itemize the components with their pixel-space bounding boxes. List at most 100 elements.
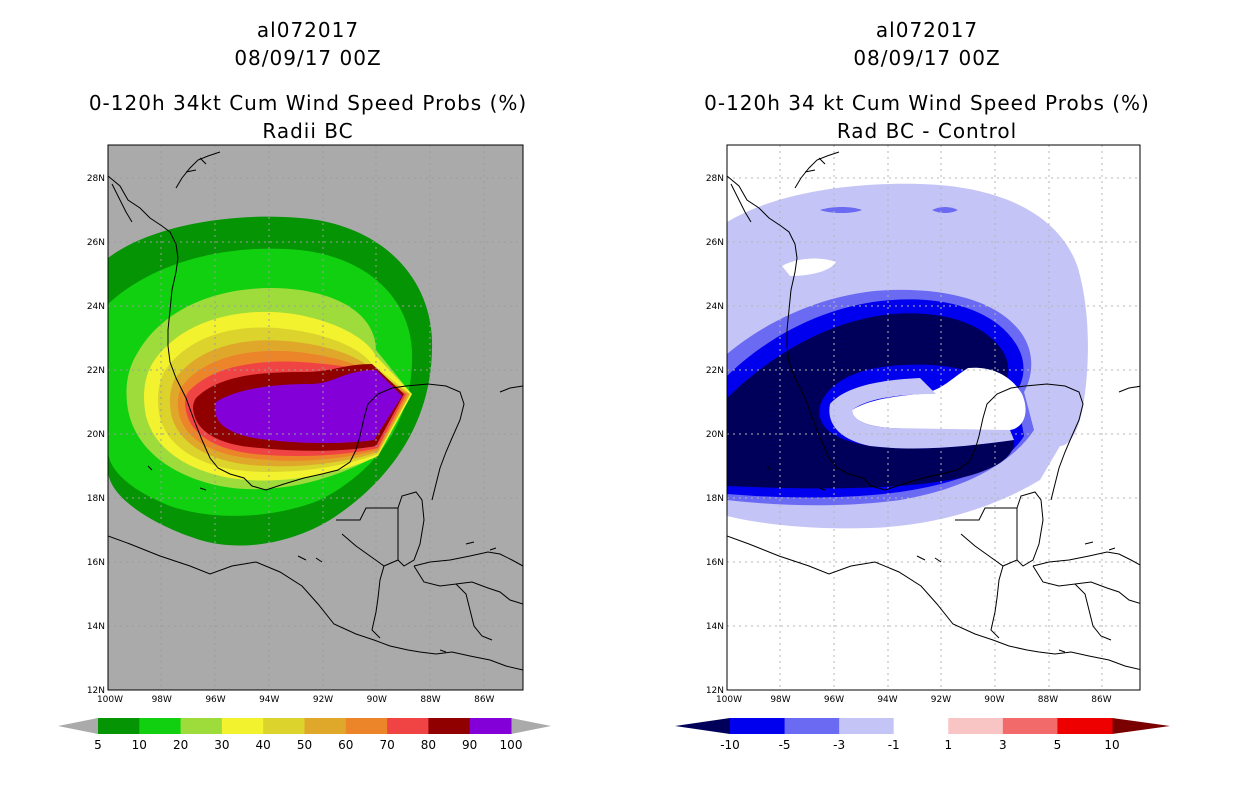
colorbar-under-arrow [58,718,98,734]
contour-90 [214,370,402,443]
left-map-frame [107,144,524,691]
colorbar-swatch [948,718,1004,734]
left-lon-label: 86W [474,695,494,705]
right-lon-label: 86W [1091,695,1111,705]
right-storm-id: al072017 [875,18,979,42]
colorbar-swatch [139,718,182,734]
colorbar-label: 1 [944,738,952,752]
left-lon-label: 100W [97,695,123,705]
right-lat-label: 28N [706,174,724,184]
left-probability-contours [108,216,433,546]
colorbar-label: 90 [462,738,477,752]
colorbar-label: 80 [421,738,436,752]
colorbar-swatch [263,718,305,734]
colorbar-swatch [730,718,786,734]
colorbar-label: 30 [214,738,229,752]
left-storm-id: al072017 [256,18,360,42]
right-map: 28N 26N 24N 22N 20N 18N 16N 14N 12N 100W 98W 96W 94… [706,144,1141,705]
colorbar-swatch [221,718,264,734]
right-lat-label: 18N [706,494,724,504]
left-lon-label: 88W [420,695,440,705]
colorbar-label: 10 [132,738,147,752]
colorbar-label: 100 [500,738,523,752]
colorbar-swatch [839,718,895,734]
left-map: 28N 26N 24N 22N 20N 18N 16N 14N 12N 100W 98W 96W 94… [87,144,524,705]
left-lat-label: 16N [87,558,105,568]
colorbar-swatch [345,718,388,734]
left-lat-label: 20N [87,430,105,440]
right-title: 0-120h 34 kt Cum Wind Speed Probs (%) [704,91,1150,115]
diff-blue-patch-north-2 [932,207,958,213]
right-lat-label: 26N [706,238,724,248]
diff-white-core [852,367,1026,431]
left-title: 0-120h 34kt Cum Wind Speed Probs (%) [88,91,528,115]
colorbar-label: 20 [173,738,188,752]
left-gridlines [108,145,523,690]
left-lat-label: 28N [87,174,105,184]
colorbar-swatch [893,718,949,734]
diff-contour-strongest [727,313,1015,489]
left-lon-labels: 100W 98W 96W 94W 92W 90W 88W 86W [97,695,495,705]
right-colorbar: -10 -5 -3 -1 1 3 5 10 [675,718,1170,752]
right-lon-label: 96W [824,695,844,705]
right-lon-label: 94W [877,695,897,705]
left-subtitle: Radii BC [262,119,354,143]
colorbar-label: -1 [888,738,900,752]
left-lon-label: 92W [313,695,333,705]
right-lon-label: 98W [770,695,790,705]
colorbar-over-arrow [1112,718,1170,734]
right-date: 08/09/17 00Z [853,46,1001,70]
colorbar-swatch [469,718,512,734]
diff-light-ring [829,378,1014,449]
colorbar-swatch [304,718,347,734]
right-subtitle: Rad BC - Control [836,119,1018,143]
colorbar-swatch [1057,718,1113,734]
colorbar-label: 10 [1104,738,1119,752]
colorbar-label: -5 [779,738,791,752]
left-lat-label: 14N [87,622,105,632]
right-lat-label: 24N [706,302,724,312]
right-lat-label: 20N [706,430,724,440]
left-lat-label: 18N [87,494,105,504]
colorbar-label: 5 [1054,738,1062,752]
right-lat-label: 14N [706,622,724,632]
colorbar-swatch [98,718,140,734]
right-lon-label: 92W [931,695,951,705]
left-lon-label: 96W [205,695,225,705]
left-lon-label: 98W [152,695,172,705]
colorbar-label: 50 [297,738,312,752]
right-lon-label: 90W [984,695,1004,705]
right-map-frame [726,144,1141,691]
colorbar-label: 40 [256,738,271,752]
left-lat-labels: 28N 26N 24N 22N 20N 18N 16N 14N 12N [87,174,105,696]
colorbar-label: 5 [94,738,102,752]
colorbar-label: 60 [338,738,353,752]
left-lon-label: 90W [367,695,387,705]
left-colorbar: 5 10 20 30 40 50 60 70 80 90 100 [58,718,551,752]
right-lat-label: 16N [706,558,724,568]
colorbar-label: -10 [720,738,740,752]
left-date: 08/09/17 00Z [234,46,382,70]
right-lat-label: 22N [706,366,724,376]
colorbar-swatch [180,718,223,734]
colorbar-swatch [428,718,471,734]
colorbar-label: -3 [833,738,845,752]
right-lon-label: 88W [1038,695,1058,705]
colorbar-under-arrow [675,718,730,734]
left-lat-label: 24N [87,302,105,312]
colorbar-swatch [1002,718,1058,734]
right-lon-labels: 100W 98W 96W 94W 92W 90W 88W 86W [716,695,1112,705]
right-lon-label: 100W [716,695,742,705]
left-lat-label: 12N [87,686,105,696]
left-lon-label: 94W [259,695,279,705]
left-lat-label: 26N [87,238,105,248]
colorbar-label: 3 [999,738,1007,752]
colorbar-swatch [387,718,429,734]
colorbar-swatch [784,718,840,734]
right-difference-contours [727,183,1088,529]
right-lat-label: 12N [706,686,724,696]
colorbar-label: 70 [379,738,394,752]
right-lat-labels: 28N 26N 24N 22N 20N 18N 16N 14N 12N [706,174,724,696]
right-gridlines [727,145,1140,690]
colorbar-over-arrow [511,718,551,734]
